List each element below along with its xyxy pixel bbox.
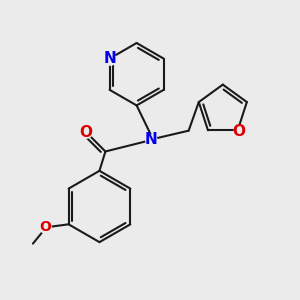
Text: O: O (39, 220, 51, 234)
Text: O: O (233, 124, 246, 139)
Text: O: O (80, 125, 93, 140)
Text: N: N (103, 51, 116, 66)
Text: N: N (145, 132, 158, 147)
